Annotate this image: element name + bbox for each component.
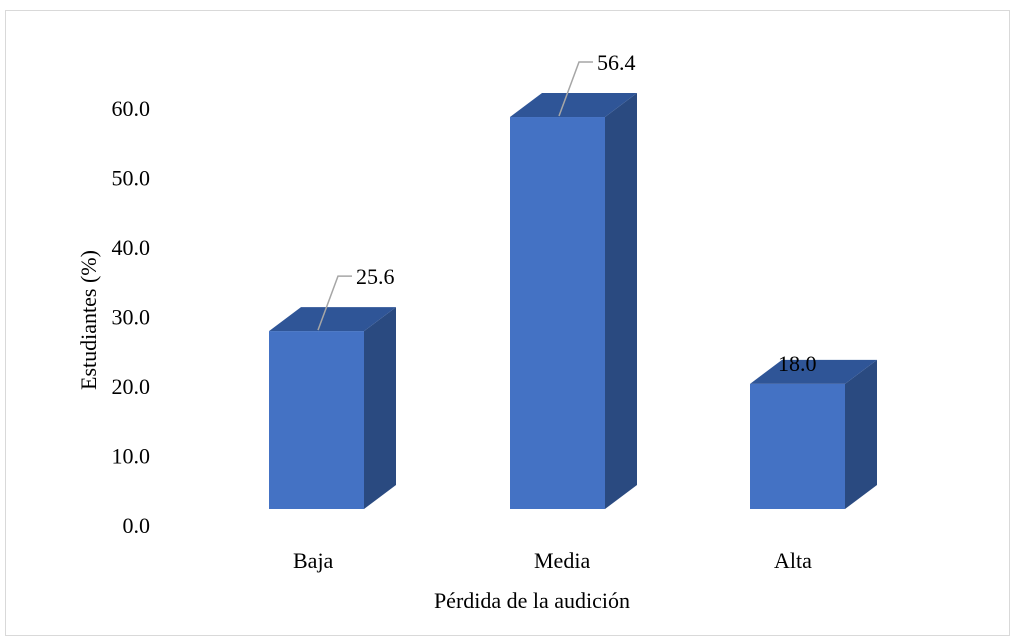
y-tick-label: 20.0: [112, 374, 151, 399]
y-tick-label: 60.0: [112, 96, 151, 121]
x-axis-title: Pérdida de la audición: [434, 588, 630, 613]
y-tick-label: 10.0: [112, 444, 151, 469]
leader-line: [558, 61, 593, 117]
data-labels: 25.6 56.4 18.0: [317, 50, 817, 376]
y-tick-label: 50.0: [112, 166, 151, 191]
leader-line: [317, 275, 352, 331]
bar-baja: [269, 307, 396, 509]
data-label: 18.0: [778, 351, 817, 376]
data-label: 56.4: [597, 50, 636, 75]
bar-top-face: [269, 307, 396, 332]
bar-front-face: [510, 117, 605, 510]
y-axis-ticks: 0.0 10.0 20.0 30.0 40.0 50.0 60.0: [112, 96, 151, 538]
bar-side-face: [845, 359, 877, 509]
bar-media: [510, 93, 637, 510]
y-tick-label: 0.0: [123, 513, 151, 538]
bars: [269, 93, 877, 510]
chart-frame: [5, 10, 1010, 636]
category-label: Media: [534, 548, 590, 573]
y-tick-label: 40.0: [112, 235, 151, 260]
bar-top-face: [750, 359, 877, 384]
category-label: Alta: [774, 548, 812, 573]
bar-front-face: [269, 331, 364, 509]
bar-alta: [750, 359, 877, 509]
bar-top-face: [510, 93, 637, 118]
data-label: 25.6: [356, 264, 395, 289]
category-labels: Baja Media Alta: [293, 548, 812, 573]
category-label: Baja: [293, 548, 334, 573]
bar-side-face: [605, 93, 637, 510]
y-tick-label: 30.0: [112, 305, 151, 330]
y-axis-title: Estudiantes (%): [76, 250, 101, 390]
bar-side-face: [364, 307, 396, 509]
bar-front-face: [750, 383, 845, 509]
